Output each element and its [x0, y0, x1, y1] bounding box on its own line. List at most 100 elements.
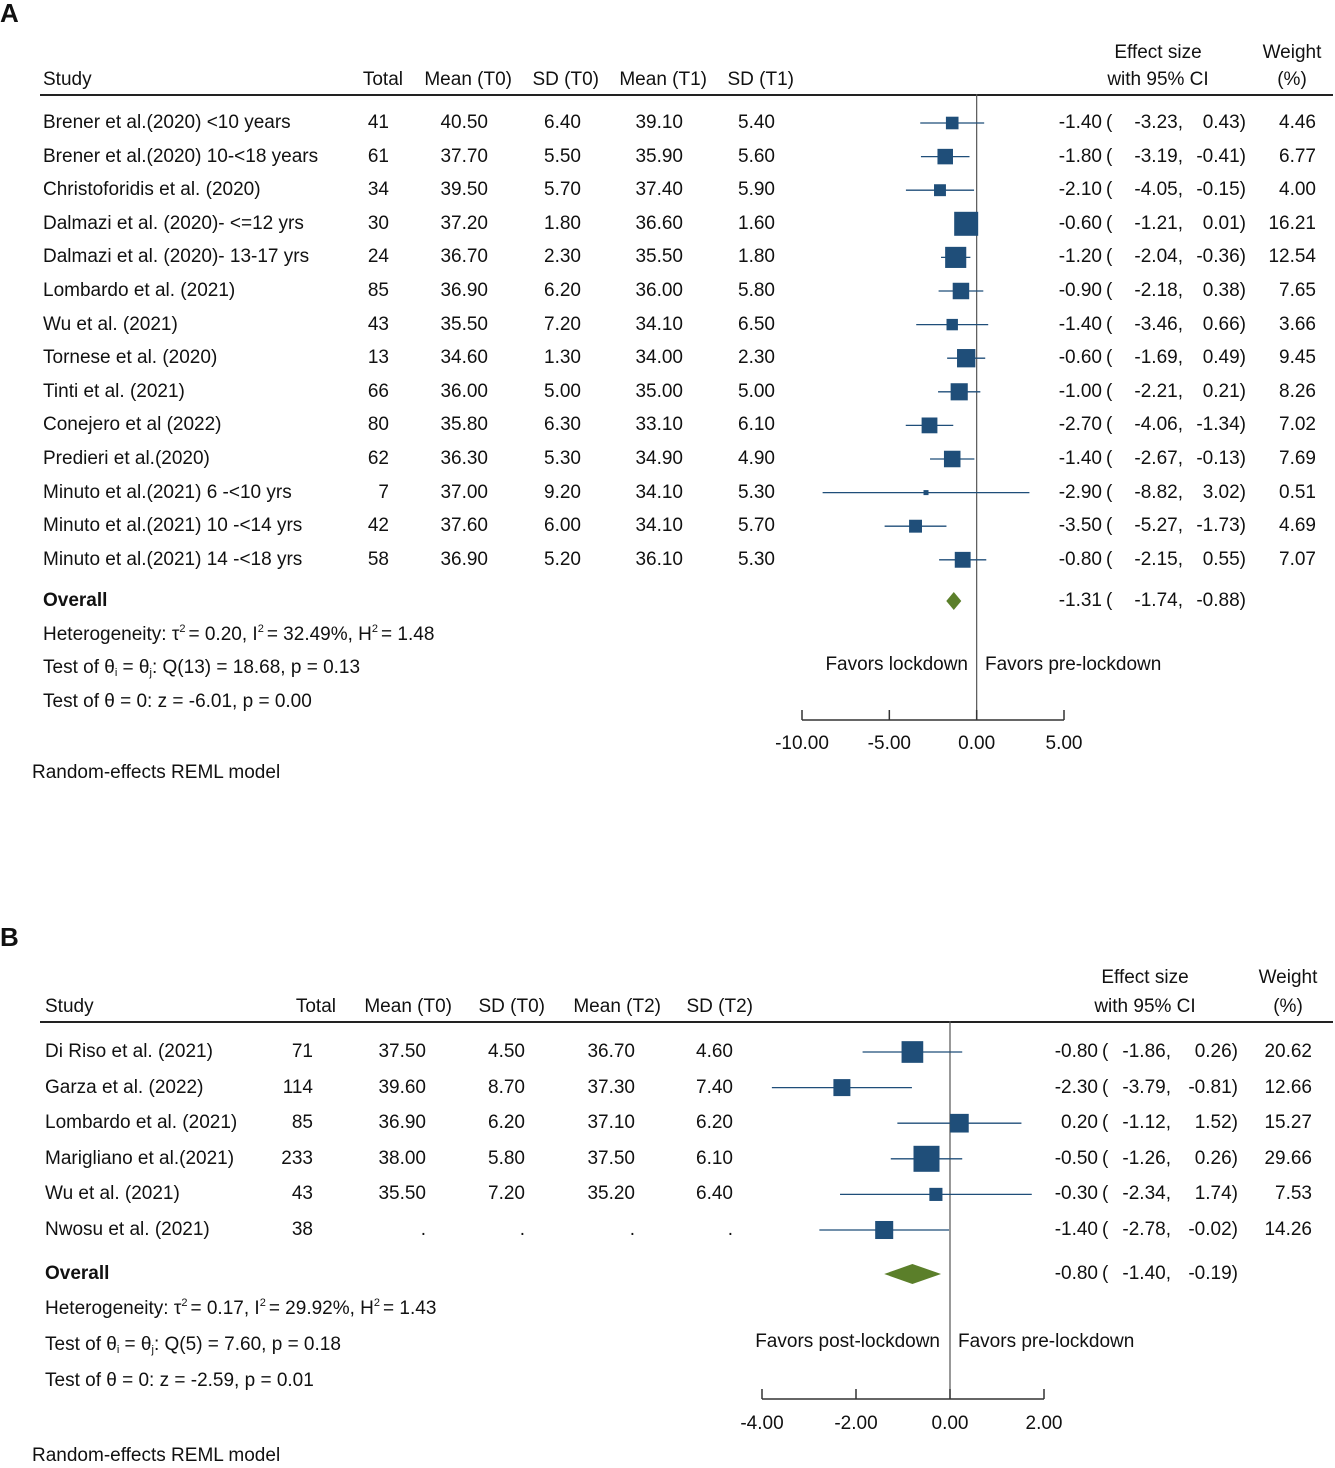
- mean-t1-value: 37.50: [587, 1147, 635, 1169]
- mean-t0-value: 39.60: [378, 1076, 426, 1098]
- total-value: 13: [367, 347, 389, 369]
- effect-size-value: -2.70: [1058, 414, 1102, 436]
- sd-t0-value: 6.30: [544, 414, 581, 436]
- test-between-stat: Test of θi = θj: Q(5) = 7.60, p = 0.18: [45, 1334, 341, 1358]
- effect-marker: [950, 383, 968, 401]
- ci-upper-value: -1.34): [1196, 414, 1246, 436]
- effect-size-value: -1.00: [1058, 380, 1102, 402]
- effect-size-value: -1.40: [1058, 313, 1102, 335]
- forest-plot: -4.00 -2.00 0.00 2.00: [740, 1021, 1062, 1434]
- mean-t0-value: 39.50: [440, 179, 488, 201]
- mean-t1-value: 37.10: [587, 1112, 635, 1134]
- ci-lower-value: -2.34,: [1122, 1183, 1171, 1205]
- h-squared-sup: 2: [373, 1297, 381, 1309]
- study-name: Minuto et al.(2021) 10 -<14 yrs: [43, 515, 303, 537]
- mean-t1-value: 34.10: [635, 313, 683, 335]
- effect-size-value: -1.80: [1058, 145, 1102, 167]
- study-name: Garza et al. (2022): [45, 1076, 204, 1098]
- sd-t0-value: 8.70: [488, 1076, 525, 1098]
- panel-label: A: [0, 0, 19, 28]
- weight-value: 8.26: [1279, 380, 1316, 402]
- header-mean-t1: Mean (T1): [619, 69, 707, 90]
- ci-open-paren: (: [1102, 1183, 1109, 1205]
- weight-value: 3.66: [1279, 313, 1316, 335]
- sd-t1-value: 4.90: [738, 448, 775, 469]
- header-rule: [40, 94, 1333, 96]
- header-effect-size: Effect size: [1101, 967, 1189, 988]
- study-name: Predieri et al.(2020): [43, 448, 210, 469]
- sd-t0-value: 5.70: [544, 179, 581, 201]
- tau-squared-sup: 2: [179, 623, 186, 635]
- mean-t1-value: 34.10: [635, 481, 683, 503]
- mean-t0-value: 35.50: [440, 313, 488, 335]
- ci-open-paren: (: [1106, 179, 1113, 201]
- tb-sub-i: i: [116, 1344, 120, 1356]
- mean-t0-value: 37.60: [440, 515, 488, 537]
- sd-t1-value: 6.50: [738, 313, 775, 335]
- ci-upper-value: 0.01): [1202, 212, 1246, 234]
- study-name: Brener et al.(2020) <10 years: [43, 112, 291, 133]
- effect-size-value: -1.40: [1058, 448, 1102, 469]
- tb-sub-j: j: [149, 667, 152, 679]
- study-name: Dalmazi et al. (2020)- <=12 yrs: [43, 212, 304, 234]
- x-tick-label: -2.00: [834, 1413, 877, 1434]
- ci-upper-value: 0.49): [1202, 347, 1246, 369]
- mean-t1-value: 34.90: [635, 448, 683, 469]
- weight-value: 7.65: [1279, 280, 1316, 301]
- sd-t1-value: 6.10: [738, 414, 775, 436]
- ci-upper-value: 1.74): [1194, 1183, 1238, 1205]
- header-total: Total: [362, 69, 403, 90]
- ci-open-paren: (: [1106, 313, 1113, 335]
- mean-t0-value: 35.80: [440, 414, 488, 436]
- sd-t1-value: .: [727, 1219, 733, 1240]
- weight-value: 20.62: [1264, 1041, 1312, 1062]
- header-effect-size: Effect size: [1114, 42, 1202, 63]
- ci-lower-value: -3.19,: [1134, 145, 1183, 167]
- weight-value: 6.77: [1279, 145, 1316, 167]
- ci-lower-value: -1.86,: [1122, 1041, 1171, 1062]
- ci-lower-value: -2.67,: [1134, 448, 1183, 469]
- ci-open-paren: (: [1106, 380, 1113, 402]
- tb-mid: = θ: [119, 1334, 152, 1355]
- mean-t0-value: .: [420, 1219, 426, 1240]
- favors-right-label: Favors pre-lockdown: [958, 1331, 1135, 1352]
- total-value: 58: [367, 548, 389, 570]
- total-value: 233: [281, 1147, 313, 1169]
- ci-open-paren: (: [1106, 347, 1113, 369]
- study-name: Nwosu et al. (2021): [45, 1219, 210, 1240]
- weight-value: 16.21: [1268, 212, 1316, 234]
- study-name: Brener et al.(2020) 10-<18 years: [43, 145, 319, 167]
- ci-open-paren: (: [1106, 112, 1113, 133]
- test-zero-stat: Test of θ = 0: z = -6.01, p = 0.00: [43, 691, 312, 712]
- sd-t1-value: 1.60: [738, 212, 775, 234]
- mean-t0-value: 37.20: [440, 212, 488, 234]
- mean-t1-value: 39.10: [635, 112, 683, 133]
- study-name: Wu et al. (2021): [45, 1183, 180, 1205]
- ci-lower-value: -2.18,: [1134, 280, 1183, 301]
- sd-t0-value: 5.30: [544, 448, 581, 469]
- weight-value: 7.53: [1275, 1183, 1312, 1205]
- mean-t0-value: 35.50: [378, 1183, 426, 1205]
- total-value: 41: [367, 112, 389, 133]
- sd-t0-value: 2.30: [544, 246, 581, 268]
- test-zero-stat: Test of θ = 0: z = -2.59, p = 0.01: [45, 1370, 314, 1391]
- ci-lower-value: -1.12,: [1122, 1112, 1171, 1134]
- weight-value: 4.00: [1279, 179, 1316, 201]
- ci-open-paren: (: [1102, 1112, 1109, 1134]
- overall-effect-value: -1.31: [1058, 590, 1102, 611]
- forest-panel-b: B Study Total Mean (T0) SD (T0) Mean (T2) SD (…: [0, 922, 1335, 1468]
- overall-ci-upper: -0.88): [1196, 590, 1246, 611]
- forest-panel-a: A Study Total Mean (T0) SD (T0) Mean (T1) SD (…: [0, 0, 1333, 783]
- study-name: Lombardo et al. (2021): [43, 280, 236, 301]
- effect-size-value: -0.50: [1054, 1147, 1098, 1169]
- mean-t1-value: 34.10: [635, 515, 683, 537]
- mean-t0-value: 36.90: [440, 548, 488, 570]
- het-h2-value: = 1.48: [381, 624, 435, 645]
- effect-size-value: -0.90: [1058, 280, 1102, 301]
- ci-lower-value: -4.06,: [1134, 414, 1183, 436]
- ci-open-paren: (: [1106, 590, 1113, 611]
- sd-t0-value: .: [519, 1219, 525, 1240]
- ci-lower-value: -3.23,: [1134, 112, 1183, 133]
- study-name: Conejero et al (2022): [43, 414, 222, 436]
- mean-t1-value: 35.20: [587, 1183, 635, 1205]
